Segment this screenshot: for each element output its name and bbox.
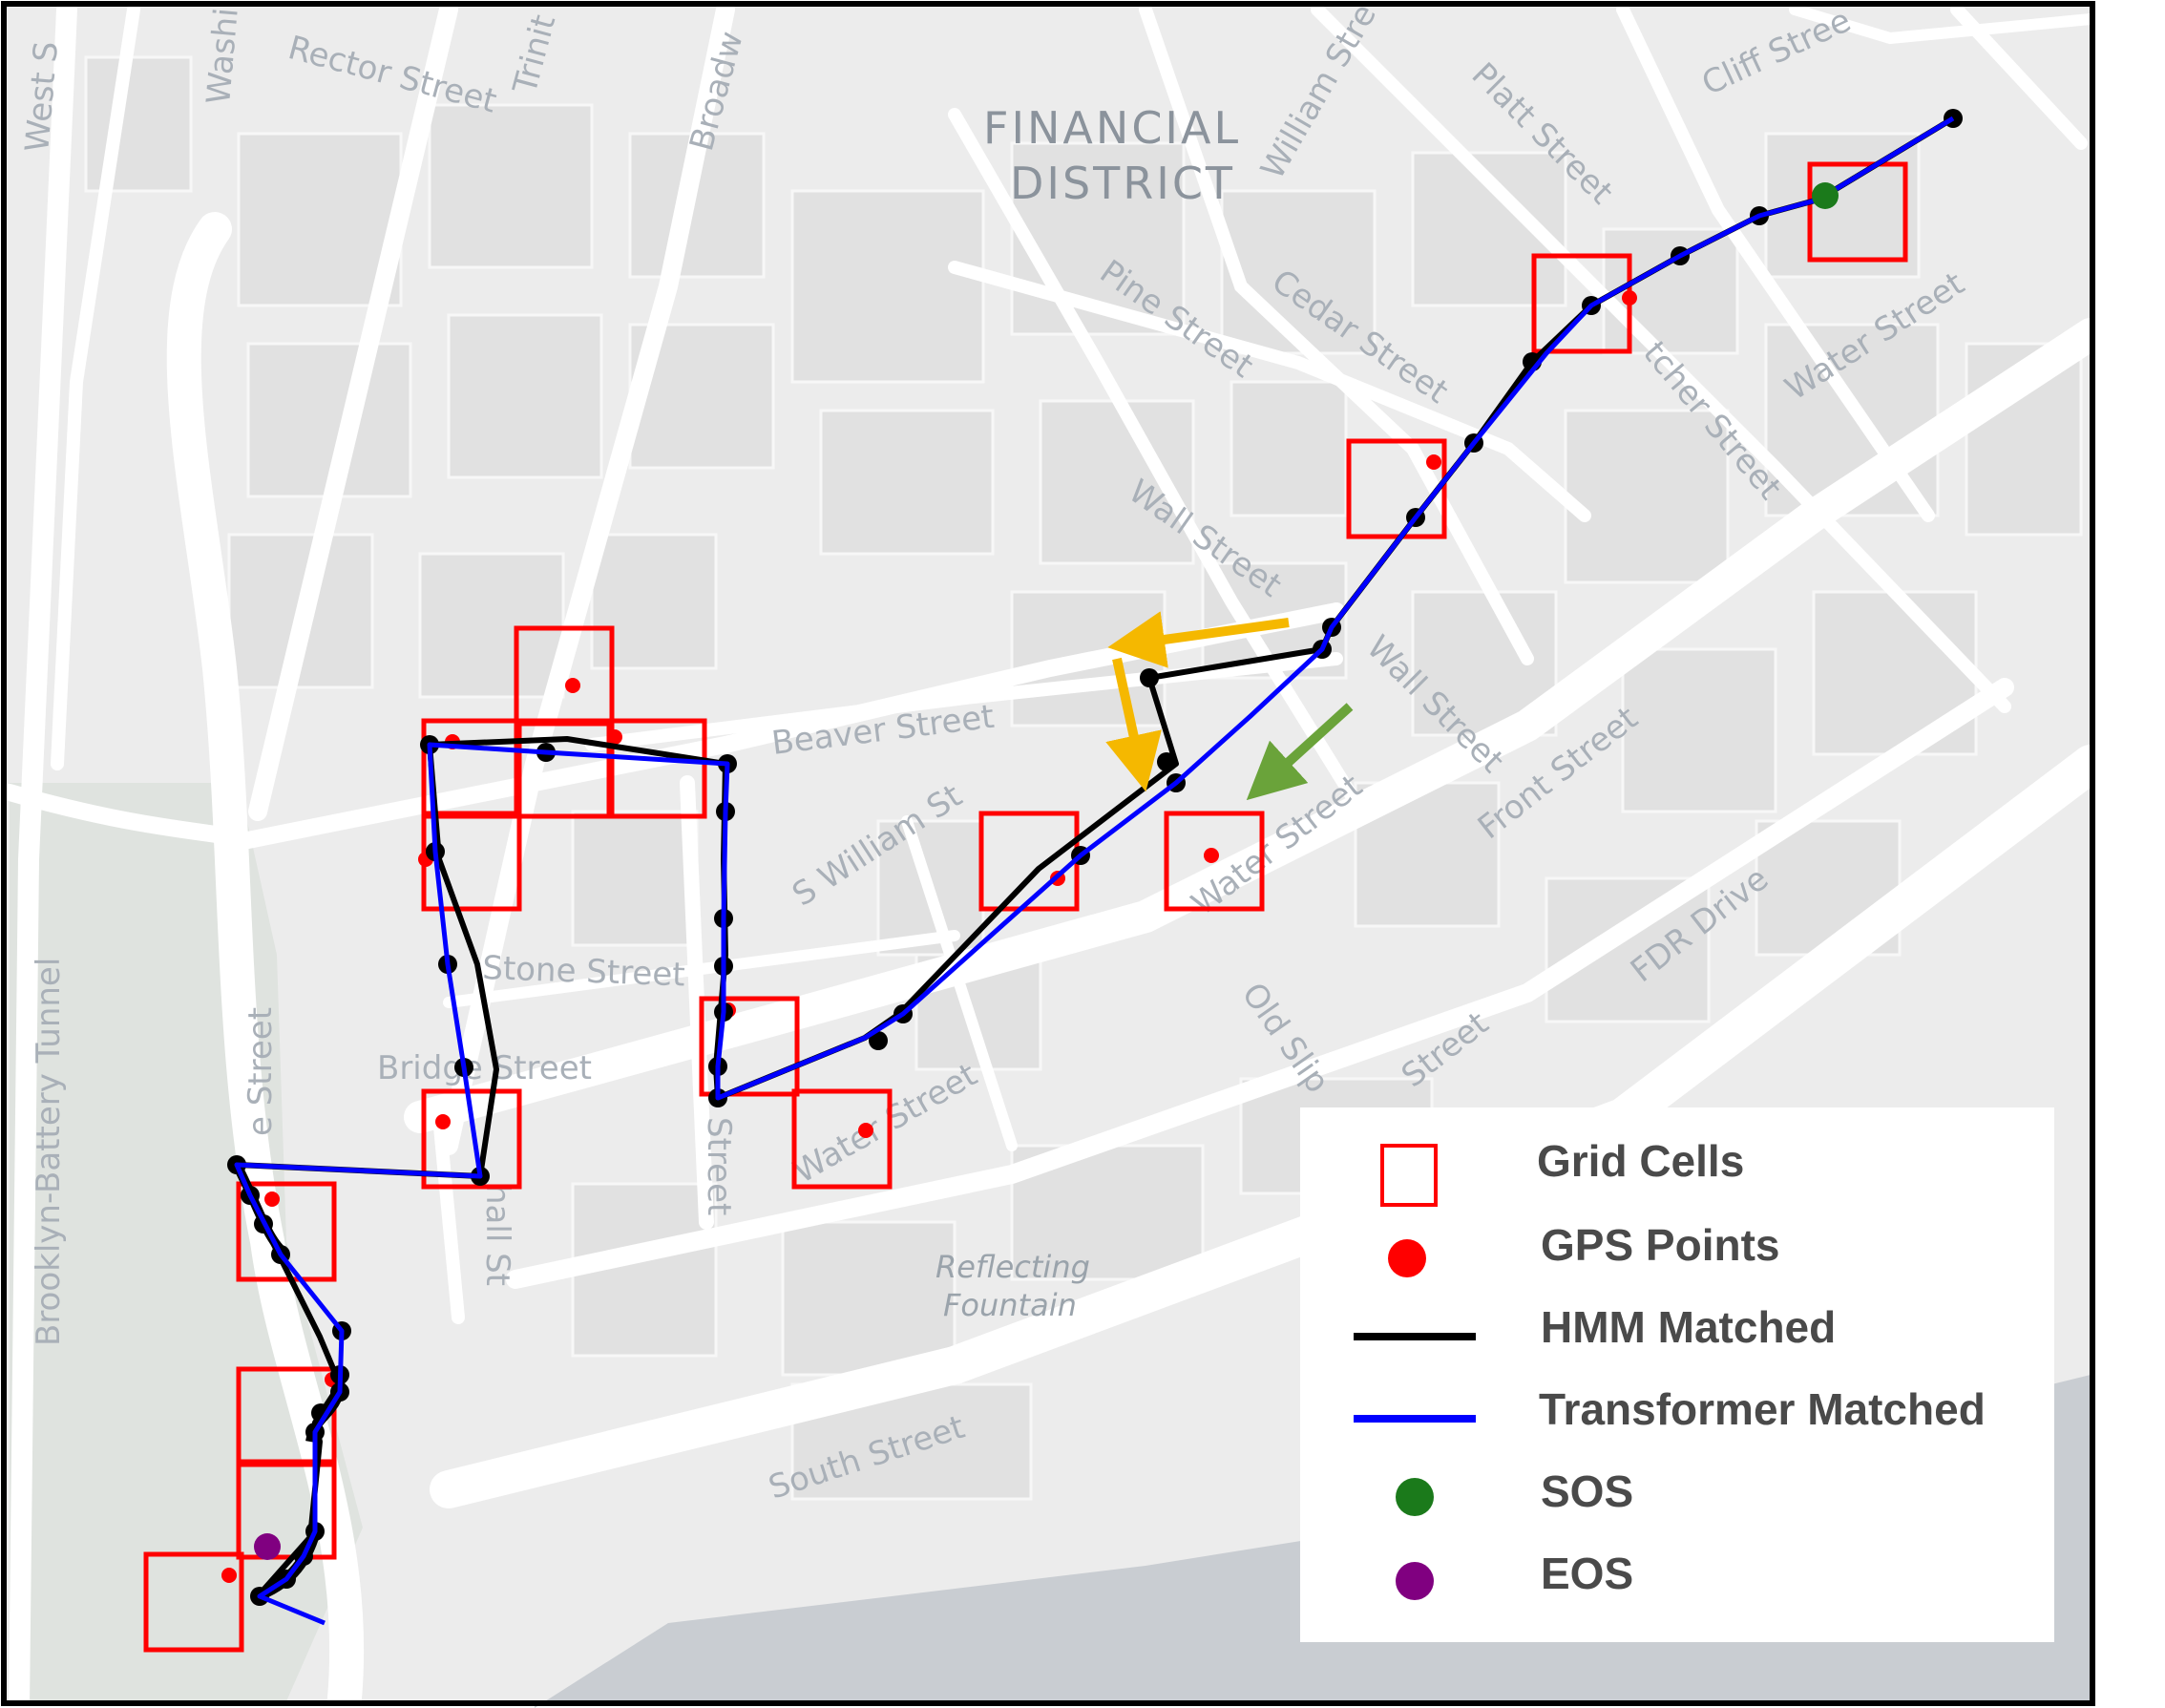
street-label: Washi (200, 7, 246, 106)
orange-arrow-left (1107, 611, 1290, 668)
street-label: Street (700, 1117, 738, 1215)
legend-eos-label: EOS (1541, 1549, 1633, 1598)
street-label: e Street (242, 1007, 280, 1136)
grid-cell (791, 1088, 893, 1190)
grid-cell (236, 1366, 337, 1467)
grid-cell (421, 718, 522, 819)
legend-grid-cell-swatch (1380, 1144, 1438, 1207)
street-label: Stone Street (482, 949, 686, 994)
gps-point (607, 729, 622, 745)
grid-cell (143, 1551, 244, 1653)
grid-cell (1346, 438, 1447, 539)
gps-point (565, 678, 580, 693)
legend-gps-points-label: GPS Points (1541, 1220, 1779, 1270)
eos-marker (254, 1533, 281, 1560)
gps-point (858, 1123, 873, 1138)
fountain-label-line1: Reflecting (935, 1249, 1090, 1285)
street-label: Brooklyn-Battery Tunnel (30, 958, 68, 1346)
park-area (10, 783, 363, 1701)
legend-gps-swatch (1388, 1239, 1426, 1277)
district-label-line2: DISTRICT (1010, 158, 1235, 209)
street-label: hall St (478, 1184, 516, 1286)
street-label: Bridge Street (377, 1049, 592, 1087)
district-label-line1: FINANCIAL (983, 102, 1241, 154)
gps-point (1204, 848, 1219, 863)
grid-cell (606, 718, 707, 819)
gps-point (221, 1568, 237, 1583)
legend: Grid Cells GPS Points HMM Matched Transf… (1300, 1107, 2054, 1642)
grid-cell (1164, 811, 1265, 912)
grid-cell (1807, 161, 1908, 263)
grid-cell (699, 996, 800, 1097)
grid-cell (514, 718, 615, 819)
gps-point (435, 1114, 451, 1129)
orange-arrow-down (1105, 657, 1162, 792)
grid-cell (236, 1181, 337, 1282)
gps-point (1622, 290, 1637, 306)
legend-transformer-label: Transformer Matched (1539, 1384, 1986, 1434)
legend-sos-swatch (1396, 1478, 1434, 1516)
legend-grid-cells-label: Grid Cells (1537, 1136, 1744, 1186)
transformer-matched-path (234, 116, 1955, 1626)
grid-cell (514, 625, 615, 727)
green-arrow (1246, 703, 1354, 801)
figure-border (1, 1, 2095, 1706)
hmm-node (1157, 752, 1176, 771)
legend-hmm-label: HMM Matched (1541, 1302, 1836, 1352)
hmm-node (869, 1031, 888, 1050)
hmm-node (1140, 668, 1159, 687)
gps-point (1426, 454, 1441, 470)
legend-eos-swatch (1396, 1562, 1434, 1600)
grid-cell (236, 1459, 337, 1560)
grid-cell (421, 1088, 522, 1190)
gps-point (264, 1191, 280, 1207)
fountain-label-line2: Fountain (943, 1287, 1077, 1323)
grid-cells (143, 161, 1908, 1653)
legend-sos-label: SOS (1541, 1466, 1633, 1516)
legend-box (1300, 1107, 2054, 1642)
sos-marker (1812, 182, 1839, 209)
